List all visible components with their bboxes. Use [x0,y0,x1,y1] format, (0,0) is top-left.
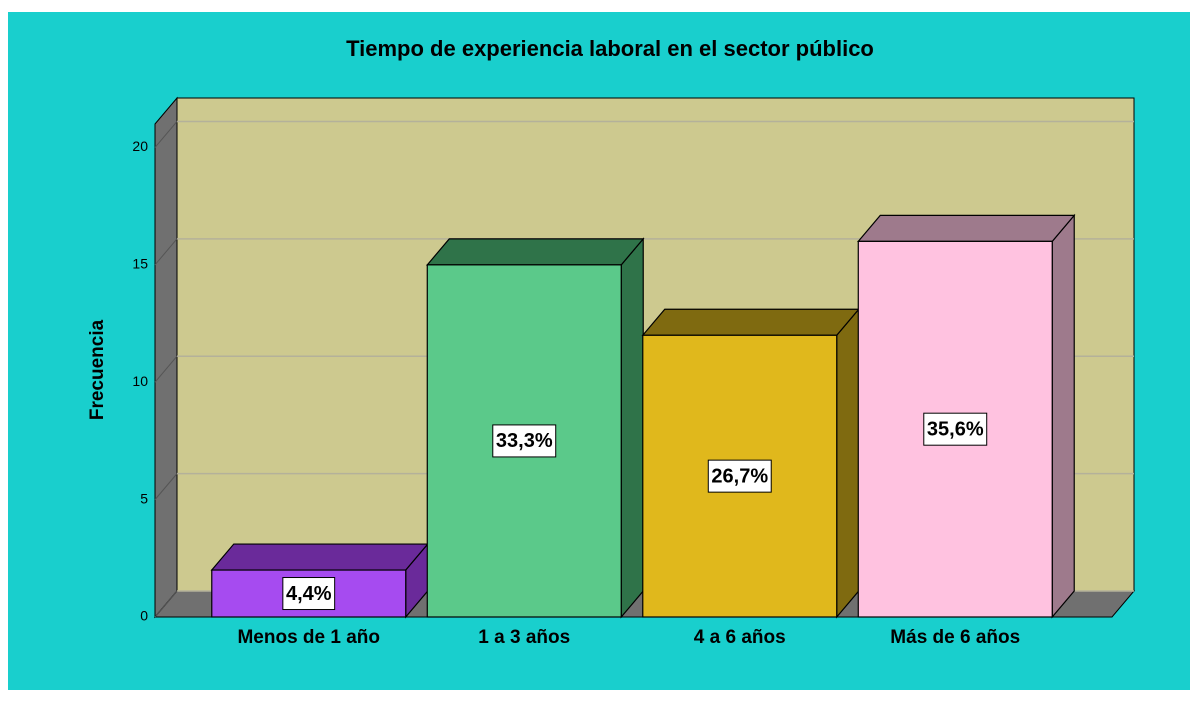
y-tick-label: 10 [132,373,148,389]
x-tick-label: Más de 6 años [890,627,1020,648]
x-tick-label: 4 a 6 años [694,627,786,648]
data-label-box [923,412,988,446]
x-tick-label: 1 a 3 años [478,627,570,648]
data-label: 26,7% [711,465,768,487]
left-wall [154,96,178,619]
bar-top [856,214,1076,242]
y-tick-label: 0 [140,608,148,624]
data-label: 4,4% [286,583,332,605]
data-label-box [492,424,557,458]
grid-line [154,238,178,266]
y-axis-label: Frecuencia [87,319,108,420]
grid-line [154,590,178,618]
x-tick-label: Menos de 1 año [237,627,380,648]
data-label-box [282,577,336,611]
bar-side [836,307,860,619]
y-tick-label: 20 [132,138,148,154]
bar-top [210,543,430,571]
bar-side [1051,213,1075,619]
data-label-box [707,459,772,493]
y-tick-label: 15 [132,256,148,272]
data-label: 35,6% [927,418,984,440]
grid-line [154,121,178,148]
bar-side [620,237,644,619]
chart-title: Tiempo de experiencia laboral en el sect… [346,36,874,61]
bar-top [641,308,861,336]
grid-line [154,473,178,500]
bar-top [425,238,645,266]
data-label: 33,3% [496,430,553,452]
y-tick-label: 5 [140,490,148,506]
grid-line [154,355,178,383]
